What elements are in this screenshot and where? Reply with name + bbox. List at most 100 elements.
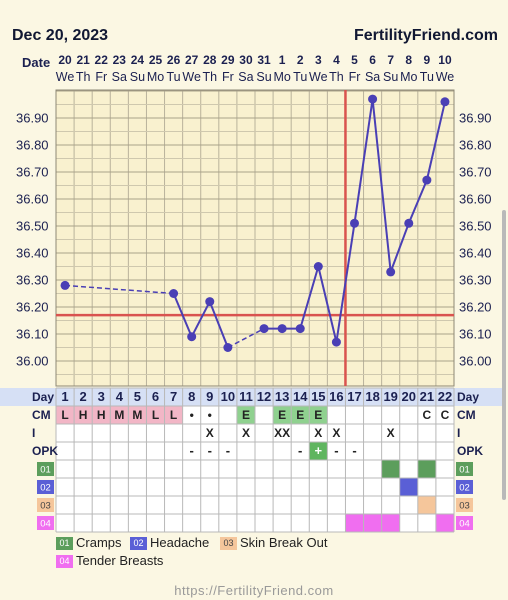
opk-positive-cell xyxy=(309,442,328,460)
date-tick: 3 xyxy=(315,53,322,67)
opk-value: - xyxy=(208,443,212,458)
temperature-gap-segment xyxy=(227,327,265,349)
cm-value: E xyxy=(314,408,322,422)
temperature-segment xyxy=(299,266,320,329)
scrollbar[interactable] xyxy=(502,210,506,500)
y-tick-right: 36.50 xyxy=(459,219,492,234)
intercourse-mark: X xyxy=(314,426,322,440)
legend-swatch: 04 xyxy=(56,555,73,569)
symptom-label-right xyxy=(456,480,473,494)
cm-value: • xyxy=(208,408,212,422)
cm-value: C xyxy=(423,408,432,422)
symptom-label-left xyxy=(37,480,54,494)
temperature-point xyxy=(440,97,450,107)
temperature-segment xyxy=(353,98,374,224)
cycle-day: 3 xyxy=(98,389,105,404)
y-tick-left: 36.40 xyxy=(16,246,49,261)
symptom-code-left: 03 xyxy=(40,501,51,512)
weekday-tick: Tu xyxy=(293,70,307,84)
temperature-segment xyxy=(425,101,446,181)
cm-value: E xyxy=(242,408,250,422)
cm-value: H xyxy=(79,408,88,422)
weekday-tick: Su xyxy=(130,70,145,84)
legend-label: Cramps xyxy=(76,535,122,550)
weekday-tick: Th xyxy=(329,70,344,84)
cycle-day: 21 xyxy=(420,389,434,404)
temperature-gap-segment xyxy=(64,284,174,295)
weekday-tick: Fr xyxy=(222,70,234,84)
cycle-day: 4 xyxy=(116,389,124,404)
cm-cell xyxy=(92,406,111,424)
temperature-segment xyxy=(172,293,193,338)
y-tick-left: 36.60 xyxy=(16,192,49,207)
y-tick-right: 36.00 xyxy=(459,354,492,369)
date-tick: 22 xyxy=(95,53,109,67)
y-tick-right: 36.80 xyxy=(459,138,492,153)
cm-value: L xyxy=(170,408,177,422)
y-tick-right: 36.10 xyxy=(459,327,492,342)
cycle-day: 1 xyxy=(61,389,68,404)
symptom-code-left: 04 xyxy=(40,519,51,530)
cycle-day: 19 xyxy=(383,389,397,404)
cm-value: E xyxy=(278,408,286,422)
cm-cell xyxy=(164,406,183,424)
cm-cell xyxy=(110,406,129,424)
symptom-cell xyxy=(363,514,382,532)
date-tick: 9 xyxy=(424,53,431,67)
date-tick: 30 xyxy=(239,53,253,67)
opk-value: + xyxy=(315,443,323,458)
cycle-day: 15 xyxy=(311,389,325,404)
date-tick: 1 xyxy=(279,53,286,67)
date-tick: 2 xyxy=(297,53,304,67)
temperature-point xyxy=(187,332,197,342)
footer-url[interactable]: https://FertilityFriend.com xyxy=(174,583,334,598)
symptom-code-right: 02 xyxy=(459,483,470,494)
symptom-cell xyxy=(435,514,454,532)
legend-label: Tender Breasts xyxy=(76,553,164,568)
y-tick-left: 36.90 xyxy=(16,111,49,126)
y-tick-right: 36.40 xyxy=(459,246,492,261)
y-tick-left: 36.20 xyxy=(16,300,49,315)
cycle-day: 7 xyxy=(170,389,177,404)
date-tick: 23 xyxy=(113,53,127,67)
weekday-tick: Mo xyxy=(273,70,290,84)
temperature-point xyxy=(331,337,341,347)
intercourse-mark: X xyxy=(242,426,250,440)
date-tick: 6 xyxy=(369,53,376,67)
legend-swatch: 01 xyxy=(56,537,73,551)
cm-value: C xyxy=(441,408,450,422)
site-name[interactable]: FertilityFriend.com xyxy=(353,27,498,44)
opk-value: - xyxy=(298,443,302,458)
cycle-day: 8 xyxy=(188,389,195,404)
temperature-segment xyxy=(317,266,338,343)
cm-cell xyxy=(74,406,93,424)
y-tick-left: 36.30 xyxy=(16,273,49,288)
cm-value: L xyxy=(152,408,159,422)
weekday-tick: Sa xyxy=(365,70,380,84)
symptom-cell xyxy=(417,460,436,478)
cm-cell xyxy=(128,406,147,424)
y-tick-right: 36.30 xyxy=(459,273,492,288)
legend-cramps: 01 Cramps xyxy=(56,535,122,551)
weekday-tick: Tu xyxy=(420,70,434,84)
cm-value: M xyxy=(114,408,124,422)
temperature-point xyxy=(223,343,233,352)
cycle-day: 22 xyxy=(438,389,452,404)
symptom-cell xyxy=(417,496,436,514)
symptom-code-left: 01 xyxy=(40,465,51,476)
cycle-day: 18 xyxy=(365,389,379,404)
temperature-segment xyxy=(407,179,428,224)
intercourse-mark: X xyxy=(206,426,214,440)
cm-cell xyxy=(291,406,310,424)
weekday-tick: Su xyxy=(383,70,398,84)
cycle-day: 6 xyxy=(152,389,159,404)
legend-label: Skin Break Out xyxy=(240,535,328,550)
symptom-label-left xyxy=(37,462,54,476)
weekday-tick: Mo xyxy=(147,70,164,84)
date-tick: 27 xyxy=(185,53,199,67)
row-label-right: CM xyxy=(457,408,476,422)
temperature-point xyxy=(350,218,359,228)
cycle-day: 12 xyxy=(257,389,271,404)
date-tick: 31 xyxy=(257,53,271,67)
